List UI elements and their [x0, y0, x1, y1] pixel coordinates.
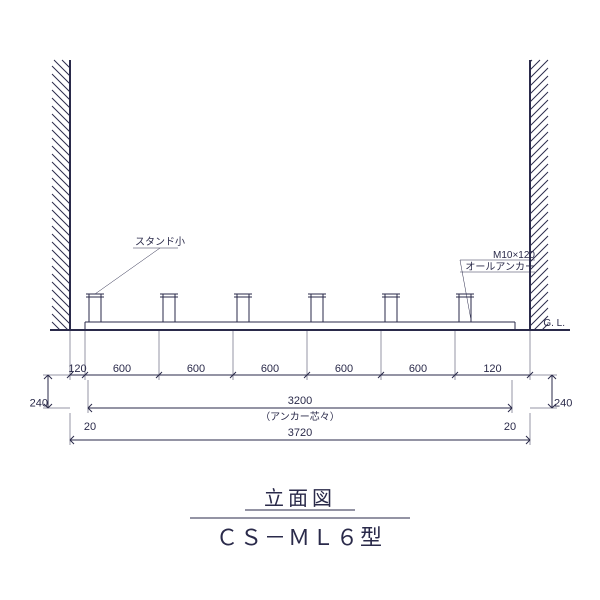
dim-label: 600: [409, 363, 427, 375]
dim-label: ＣＳ－ＭＬ６型: [216, 525, 384, 550]
dim-label: 600: [261, 363, 279, 375]
dim-label: スタンド小: [135, 236, 185, 248]
dim-label: （アンカー芯々）: [260, 410, 340, 423]
dim-label: G. L.: [543, 318, 565, 329]
dim-label: 立面図: [264, 487, 336, 510]
dim-label: 120: [68, 363, 86, 375]
dim-label: 3200: [288, 395, 312, 407]
dim-label: 240: [554, 398, 572, 410]
dim-label: 120: [483, 363, 501, 375]
dim-label: 20: [84, 421, 96, 433]
dim-label: 600: [187, 363, 205, 375]
dim-label: 600: [335, 363, 353, 375]
dim-label: 3720: [288, 427, 312, 439]
dim-label: 20: [504, 421, 516, 433]
dim-label: 600: [113, 363, 131, 375]
dim-label: M10×120: [493, 250, 535, 261]
dim-label: 240: [30, 398, 48, 410]
dim-label: オールアンカー: [465, 261, 535, 273]
